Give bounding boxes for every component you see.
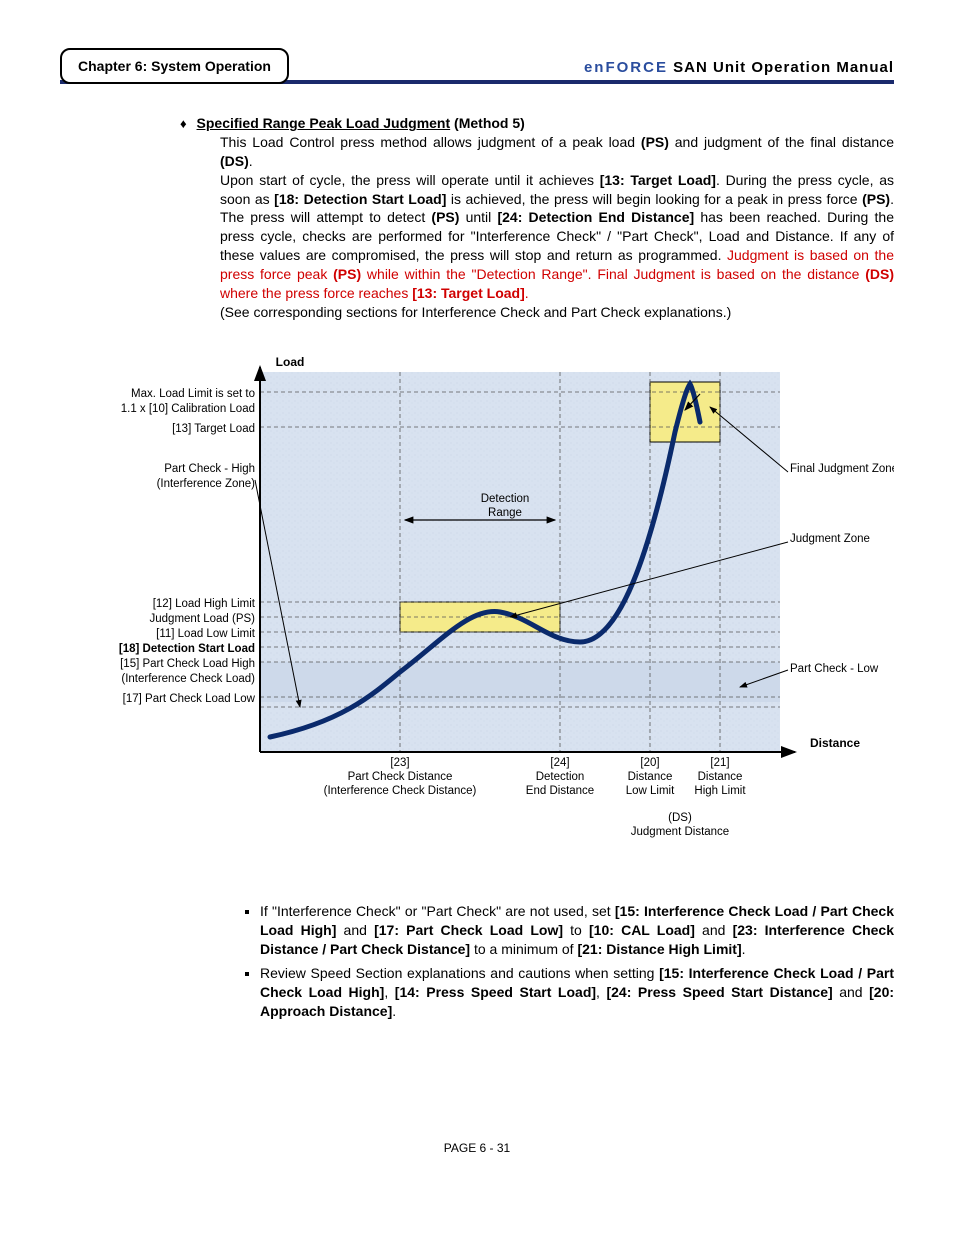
svg-text:Distance: Distance bbox=[810, 736, 860, 750]
p2f: (PS) bbox=[862, 191, 890, 207]
svg-text:(Interference Check Load): (Interference Check Load) bbox=[121, 673, 255, 685]
section-title-underlined: Specified Range Peak Load Judgment bbox=[197, 115, 451, 131]
b2d: [14: Press Speed Start Load] bbox=[395, 984, 596, 1000]
p2d: [18: Detection Start Load] bbox=[274, 191, 446, 207]
svg-text:Part Check - High: Part Check - High bbox=[164, 463, 255, 475]
svg-text:(DS): (DS) bbox=[668, 812, 692, 824]
svg-text:Judgment Zone: Judgment Zone bbox=[790, 533, 870, 545]
p2rb: (PS) bbox=[333, 266, 361, 282]
b1e: to bbox=[563, 922, 589, 938]
manual-title: enFORCE SAN Unit Operation Manual bbox=[584, 59, 894, 76]
svg-text:[13] Target Load: [13] Target Load bbox=[172, 423, 255, 435]
section-title-rest: (Method 5) bbox=[450, 115, 525, 131]
chapter-box: Chapter 6: System Operation bbox=[60, 48, 289, 84]
p1c: and judgment of the final distance bbox=[669, 134, 894, 150]
brand-logo: enFORCE bbox=[584, 59, 668, 76]
b1a: If "Interference Check" or "Part Check" … bbox=[260, 903, 615, 919]
b2e: , bbox=[596, 984, 606, 1000]
p2h: (PS) bbox=[431, 209, 459, 225]
svg-text:Part Check - Low: Part Check - Low bbox=[790, 663, 879, 675]
svg-text:Distance: Distance bbox=[698, 771, 743, 783]
b1d: [17: Part Check Load Low] bbox=[374, 922, 563, 938]
chart-container: Load Distance Max. Load Limit is set to 1.1… bbox=[60, 352, 894, 872]
b1f: [10: CAL Load] bbox=[589, 922, 695, 938]
svg-text:Detection: Detection bbox=[481, 493, 530, 505]
page-header: Chapter 6: System Operation enFORCE SAN … bbox=[60, 40, 894, 84]
page: Chapter 6: System Operation enFORCE SAN … bbox=[0, 0, 954, 1195]
b2a: Review Speed Section explanations and ca… bbox=[260, 965, 659, 981]
svg-text:End Distance: End Distance bbox=[526, 785, 594, 797]
svg-text:Max. Load Limit is set to: Max. Load Limit is set to bbox=[131, 388, 255, 400]
b2c: , bbox=[384, 984, 394, 1000]
p2e: is achieved, the press will begin lookin… bbox=[446, 191, 862, 207]
p1d: (DS) bbox=[220, 153, 249, 169]
svg-text:(Interference Zone): (Interference Zone) bbox=[157, 478, 256, 490]
load-distance-chart: Load Distance Max. Load Limit is set to 1.1… bbox=[60, 352, 894, 872]
p1a: This Load Control press method allows ju… bbox=[220, 134, 641, 150]
svg-text:1.1 x [10] Calibration Load: 1.1 x [10] Calibration Load bbox=[121, 403, 255, 415]
svg-text:Detection: Detection bbox=[536, 771, 585, 783]
p2rg: . bbox=[525, 285, 529, 301]
p2rf: [13: Target Load] bbox=[412, 285, 525, 301]
b2i: . bbox=[392, 1003, 396, 1019]
manual-name: SAN Unit Operation Manual bbox=[673, 59, 894, 76]
svg-text:High Limit: High Limit bbox=[694, 785, 746, 797]
svg-text:[12] Load High Limit: [12] Load High Limit bbox=[153, 598, 256, 610]
b1j: [21: Distance High Limit] bbox=[577, 941, 741, 957]
section-content: ♦ Specified Range Peak Load Judgment (Me… bbox=[180, 114, 894, 322]
p2i: until bbox=[459, 209, 497, 225]
svg-text:Load: Load bbox=[276, 355, 305, 369]
svg-text:[17] Part Check Load Low: [17] Part Check Load Low bbox=[123, 693, 256, 705]
page-footer: PAGE 6 - 31 bbox=[60, 1141, 894, 1155]
notes-list: If "Interference Check" or "Part Check" … bbox=[220, 902, 894, 1021]
p2a: Upon start of cycle, the press will oper… bbox=[220, 172, 600, 188]
p2rd: (DS) bbox=[865, 266, 894, 282]
svg-text:[18] Detection Start Load: [18] Detection Start Load bbox=[119, 643, 255, 655]
section-heading: ♦ Specified Range Peak Load Judgment (Me… bbox=[180, 114, 894, 133]
svg-text:[20]: [20] bbox=[640, 757, 659, 769]
p2j: [24: Detection End Distance] bbox=[497, 209, 694, 225]
p1e: . bbox=[249, 153, 253, 169]
svg-text:Distance: Distance bbox=[628, 771, 673, 783]
svg-text:Final Judgment Zone: Final Judgment Zone bbox=[790, 463, 894, 475]
svg-text:[11] Load Low Limit: [11] Load Low Limit bbox=[156, 628, 256, 640]
svg-text:Range: Range bbox=[488, 507, 522, 519]
svg-text:Part Check Distance: Part Check Distance bbox=[348, 771, 453, 783]
svg-text:(Interference Check Distance): (Interference Check Distance) bbox=[324, 785, 477, 797]
p2b: [13: Target Load] bbox=[600, 172, 716, 188]
svg-text:[15] Part Check Load High: [15] Part Check Load High bbox=[120, 658, 255, 670]
svg-text:[23]: [23] bbox=[390, 757, 409, 769]
svg-text:[21]: [21] bbox=[710, 757, 729, 769]
p2re: where the press force reaches bbox=[220, 285, 412, 301]
svg-text:Low Limit: Low Limit bbox=[626, 785, 675, 797]
note-item-1: If "Interference Check" or "Part Check" … bbox=[260, 902, 894, 959]
section-paragraphs: This Load Control press method allows ju… bbox=[220, 133, 894, 322]
b2g: and bbox=[833, 984, 869, 1000]
b1c: and bbox=[336, 922, 374, 938]
b2f: [24: Press Speed Start Distance] bbox=[606, 984, 832, 1000]
svg-text:Judgment Distance: Judgment Distance bbox=[631, 826, 729, 838]
p3: (See corresponding sections for Interfer… bbox=[220, 304, 731, 320]
svg-text:Judgment Load (PS): Judgment Load (PS) bbox=[150, 613, 256, 625]
b1g: and bbox=[695, 922, 733, 938]
diamond-bullet-icon: ♦ bbox=[180, 116, 187, 131]
b1k: . bbox=[742, 941, 746, 957]
svg-text:[24]: [24] bbox=[550, 757, 569, 769]
p2rc: while within the "Detection Range". Fina… bbox=[361, 266, 865, 282]
b1i: to a minimum of bbox=[470, 941, 577, 957]
p1b: (PS) bbox=[641, 134, 669, 150]
note-item-2: Review Speed Section explanations and ca… bbox=[260, 964, 894, 1021]
